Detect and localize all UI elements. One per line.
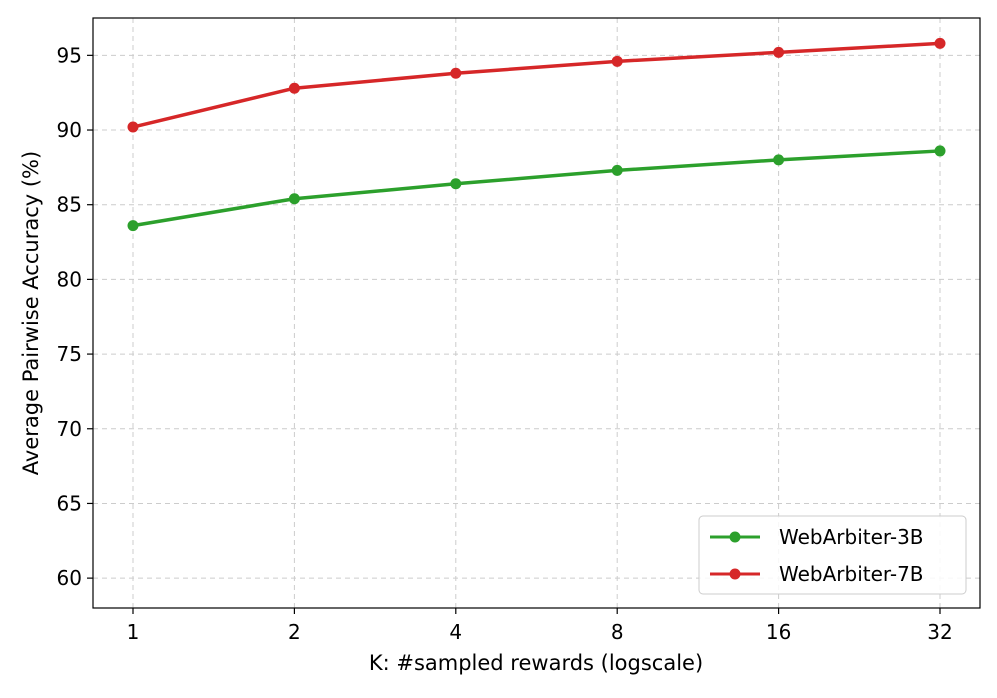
legend-entry-7b: WebArbiter-7B xyxy=(710,562,924,586)
legend-label-7b: WebArbiter-7B xyxy=(779,562,924,586)
legend: WebArbiter-3B WebArbiter-7B xyxy=(698,515,967,595)
data-point xyxy=(450,67,462,79)
y-tick-label: 65 xyxy=(57,491,82,515)
y-tick-label: 95 xyxy=(57,43,82,67)
data-point xyxy=(934,145,946,157)
plot-frame xyxy=(92,17,981,609)
data-point xyxy=(611,164,623,176)
y-tick-label: 85 xyxy=(57,193,82,217)
x-axis-ticks: 1 2 4 8 16 32 xyxy=(127,608,953,644)
y-tick-label: 75 xyxy=(57,342,82,366)
y-tick-label: 80 xyxy=(57,267,82,291)
legend-label-3b: WebArbiter-3B xyxy=(779,525,924,549)
x-axis-label: K: #sampled rewards (logscale) xyxy=(369,651,703,675)
data-point xyxy=(934,37,946,49)
y-tick-label: 90 xyxy=(57,118,82,142)
series-line-1 xyxy=(132,149,941,228)
series-layer xyxy=(127,37,946,232)
y-tick-label: 60 xyxy=(57,566,82,590)
data-point xyxy=(127,220,139,232)
y-tick-label: 70 xyxy=(57,417,82,441)
series-line-2 xyxy=(132,41,941,129)
data-point xyxy=(288,82,300,94)
legend-marker-3b xyxy=(729,531,741,543)
x-tick-label: 1 xyxy=(127,620,140,644)
y-axis-label: Average Pairwise Accuracy (%) xyxy=(19,151,43,475)
data-point xyxy=(773,46,785,58)
data-point xyxy=(127,121,139,133)
data-point xyxy=(611,55,623,67)
x-tick-label: 8 xyxy=(611,620,624,644)
x-tick-label: 2 xyxy=(288,620,301,644)
legend-box xyxy=(698,515,967,595)
x-tick-label: 16 xyxy=(766,620,791,644)
data-point xyxy=(288,193,300,205)
x-tick-label: 32 xyxy=(927,620,952,644)
data-point xyxy=(773,154,785,166)
data-point xyxy=(450,178,462,190)
legend-entry-3b: WebArbiter-3B xyxy=(710,525,924,549)
x-tick-label: 4 xyxy=(449,620,462,644)
legend-marker-7b xyxy=(729,568,741,580)
grid xyxy=(93,18,980,608)
y-axis-ticks: 60 65 70 75 80 85 90 95 xyxy=(57,43,93,590)
